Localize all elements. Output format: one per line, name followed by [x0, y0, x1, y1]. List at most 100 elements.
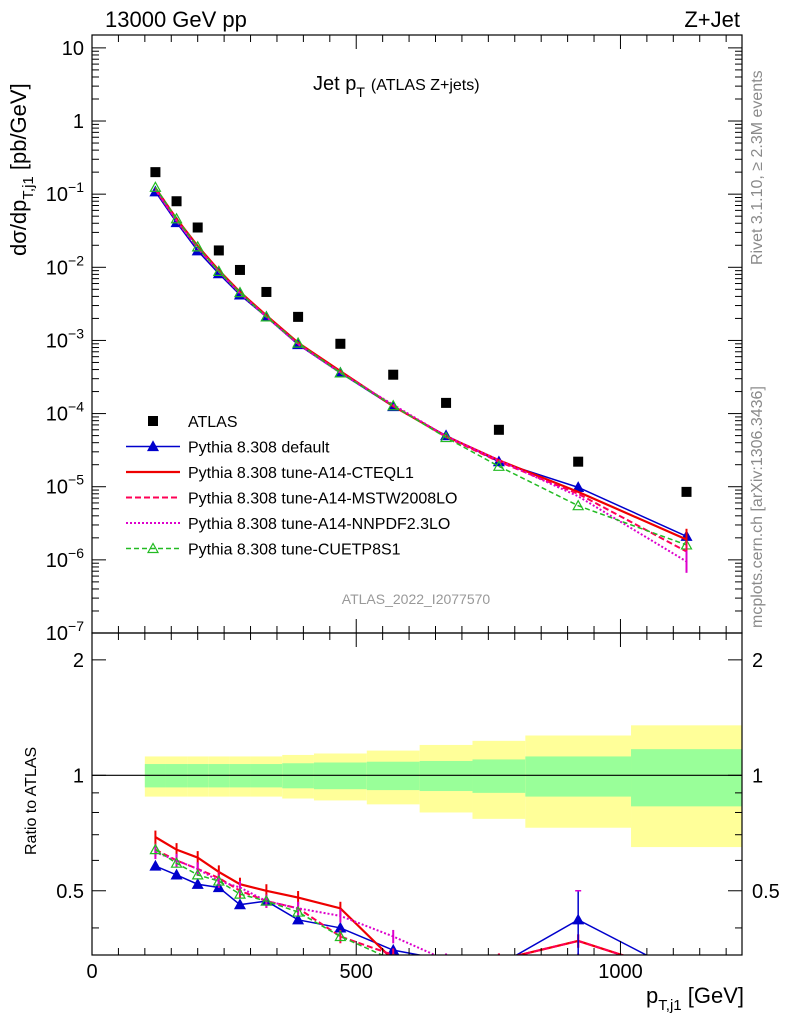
- ratio-y-tick-label-right-2: 2: [752, 650, 763, 672]
- main-y-tick-base-8: 10: [46, 623, 68, 645]
- plot-title-main: Jet p: [313, 73, 356, 95]
- ratio-point-cuetp-9: [441, 960, 451, 969]
- main-y-tick-base-4: 10: [46, 330, 68, 352]
- series-point-cuetp-4: [233, 286, 246, 298]
- ratio-point-cuetp-11: [573, 1001, 583, 1010]
- ratio-point-default-2: [191, 877, 204, 889]
- data-point-8: [388, 369, 399, 380]
- ratio-point-cuetp-3: [212, 874, 225, 886]
- data-point-7: [335, 338, 346, 349]
- band-inner-12: [631, 749, 742, 807]
- series-point-cuetp-3: [212, 265, 225, 276]
- ratio-line-cuetp: [155, 849, 384, 955]
- series-point-cuetp-11: [572, 499, 585, 511]
- ratio-point-cuetp-8: [392, 953, 394, 955]
- main-y-tick-exp-3: −2: [68, 252, 84, 268]
- legend-label-2: Pythia 8.308 tune-A14-CTEQL1: [188, 465, 414, 482]
- main-plot: [149, 167, 693, 573]
- legend-marker-data: [148, 416, 158, 426]
- series-line-cteql1: [154, 187, 687, 541]
- ratio-point-default-4: [233, 898, 246, 910]
- main-y-tick-label-2: 10−1: [46, 179, 84, 206]
- main-y-tick-base-7: 10: [46, 550, 68, 572]
- ratio-point-default-12: [682, 971, 692, 980]
- main-y-tick-exp-5: −4: [68, 399, 84, 415]
- series-point-cuetp-0: [149, 181, 162, 192]
- x-label-sub: T,j1: [658, 997, 681, 1014]
- main-y-tick-label-6: 10−5: [46, 472, 84, 499]
- x-tick-label-1: 500: [340, 961, 373, 983]
- y-label-sub: T,j1: [20, 176, 37, 199]
- main-y-tick-base-6: 10: [46, 477, 68, 499]
- main-y-tick-base-5: 10: [46, 404, 68, 426]
- plot-title-sub: T: [356, 84, 365, 100]
- series-line-cuetp: [154, 186, 687, 546]
- main-y-tick-label-4: 10−3: [46, 325, 84, 352]
- series-point-cuetp-8: [387, 399, 400, 411]
- legend-label-0: ATLAS: [188, 414, 238, 431]
- band-inner-8: [366, 761, 420, 791]
- ratio-point-default-9: [445, 953, 447, 955]
- data-point-5: [261, 286, 272, 297]
- series-point-cuetp-1: [170, 212, 183, 224]
- ratio-point-cuetp-10: [494, 971, 504, 980]
- series-line-default: [154, 191, 687, 537]
- main-y-tick-label-0: 10: [62, 38, 84, 60]
- x-axis-label: pT,j1 [GeV]: [646, 983, 744, 1014]
- main-y-tick-label-5: 10−4: [46, 399, 84, 426]
- plot-title: Jet pT (ATLAS Z+jets): [313, 73, 480, 100]
- legend-marker-cuetp: [146, 542, 160, 554]
- legend-label-1: Pythia 8.308 default: [188, 440, 330, 457]
- data-point-10: [493, 424, 504, 435]
- main-y-tick-label-3: 10−2: [46, 252, 84, 279]
- series-line-nnpdf: [154, 188, 688, 563]
- ratio-y-tick-label-1: 1: [73, 765, 84, 787]
- side-rivet: Rivet 3.1.10, ≥ 2.3M events: [749, 70, 766, 265]
- ratio-point-default-10: [494, 960, 504, 969]
- main-y-tick-base-1: 1: [73, 111, 84, 133]
- main-y-tick-label-7: 10−6: [46, 545, 84, 572]
- data-point-0: [150, 167, 161, 178]
- data-point-9: [441, 397, 452, 408]
- main-y-tick-exp-4: −3: [68, 325, 84, 341]
- legend-marker-default: [146, 440, 160, 452]
- main-y-tick-exp-8: −7: [68, 618, 84, 634]
- legend: ATLAS Pythia 8.308 default Pythia 8.308 tu…: [126, 414, 457, 559]
- series-point-cuetp-9: [440, 431, 453, 443]
- legend-label-3: Pythia 8.308 tune-A14-MSTW2008LO: [188, 491, 457, 508]
- ratio-point-cuetp-4: [233, 887, 246, 899]
- main-y-tick-base-0: 10: [62, 38, 84, 60]
- plot-title-note: (ATLAS Z+jets): [371, 77, 480, 94]
- data-point-6: [293, 311, 304, 322]
- x-tick-label-2: 1000: [598, 961, 643, 983]
- main-y-tick-exp-7: −6: [68, 545, 84, 561]
- data-point-12: [681, 486, 692, 497]
- y-label-post: [pb/GeV]: [6, 83, 31, 176]
- ratio-point-cuetp-7: [334, 930, 347, 942]
- header-right: Z+Jet: [684, 7, 740, 32]
- ratio-point-cuetp-5: [260, 894, 273, 906]
- ratio-y-tick-label-0: 0.5: [56, 881, 84, 903]
- main-y-tick-exp-2: −1: [68, 179, 84, 195]
- ratio-y-tick-label-right-1: 1: [752, 765, 763, 787]
- ratio-y-tick-label-2: 2: [73, 650, 84, 672]
- ratio-point-cuetp-1: [170, 856, 183, 868]
- ratio-point-default-6: [292, 913, 305, 925]
- band-inner-10: [472, 759, 526, 793]
- main-y-tick-exp-6: −5: [68, 472, 84, 488]
- y-label-pre: dσ/dp: [6, 200, 31, 256]
- data-point-4: [234, 264, 245, 275]
- ratio-line-nnpdf: [155, 851, 438, 955]
- series-point-cuetp-10: [492, 460, 505, 471]
- side-mcplots: mcplots.cern.ch [arXiv:1306.3436]: [749, 386, 766, 628]
- series-point-cuetp-5: [260, 310, 273, 322]
- main-y-tick-label-8: 10−7: [46, 618, 84, 645]
- series-point-cuetp-6: [292, 336, 305, 348]
- ratio-plot: [92, 725, 742, 1010]
- series-point-cuetp-2: [191, 240, 204, 252]
- data-point-1: [171, 196, 182, 207]
- ratio-point-cuetp-6: [292, 905, 305, 917]
- main-y-tick-label-1: 1: [73, 111, 84, 133]
- y-axis-label-main: dσ/dpT,j1 [pb/GeV]: [6, 83, 37, 256]
